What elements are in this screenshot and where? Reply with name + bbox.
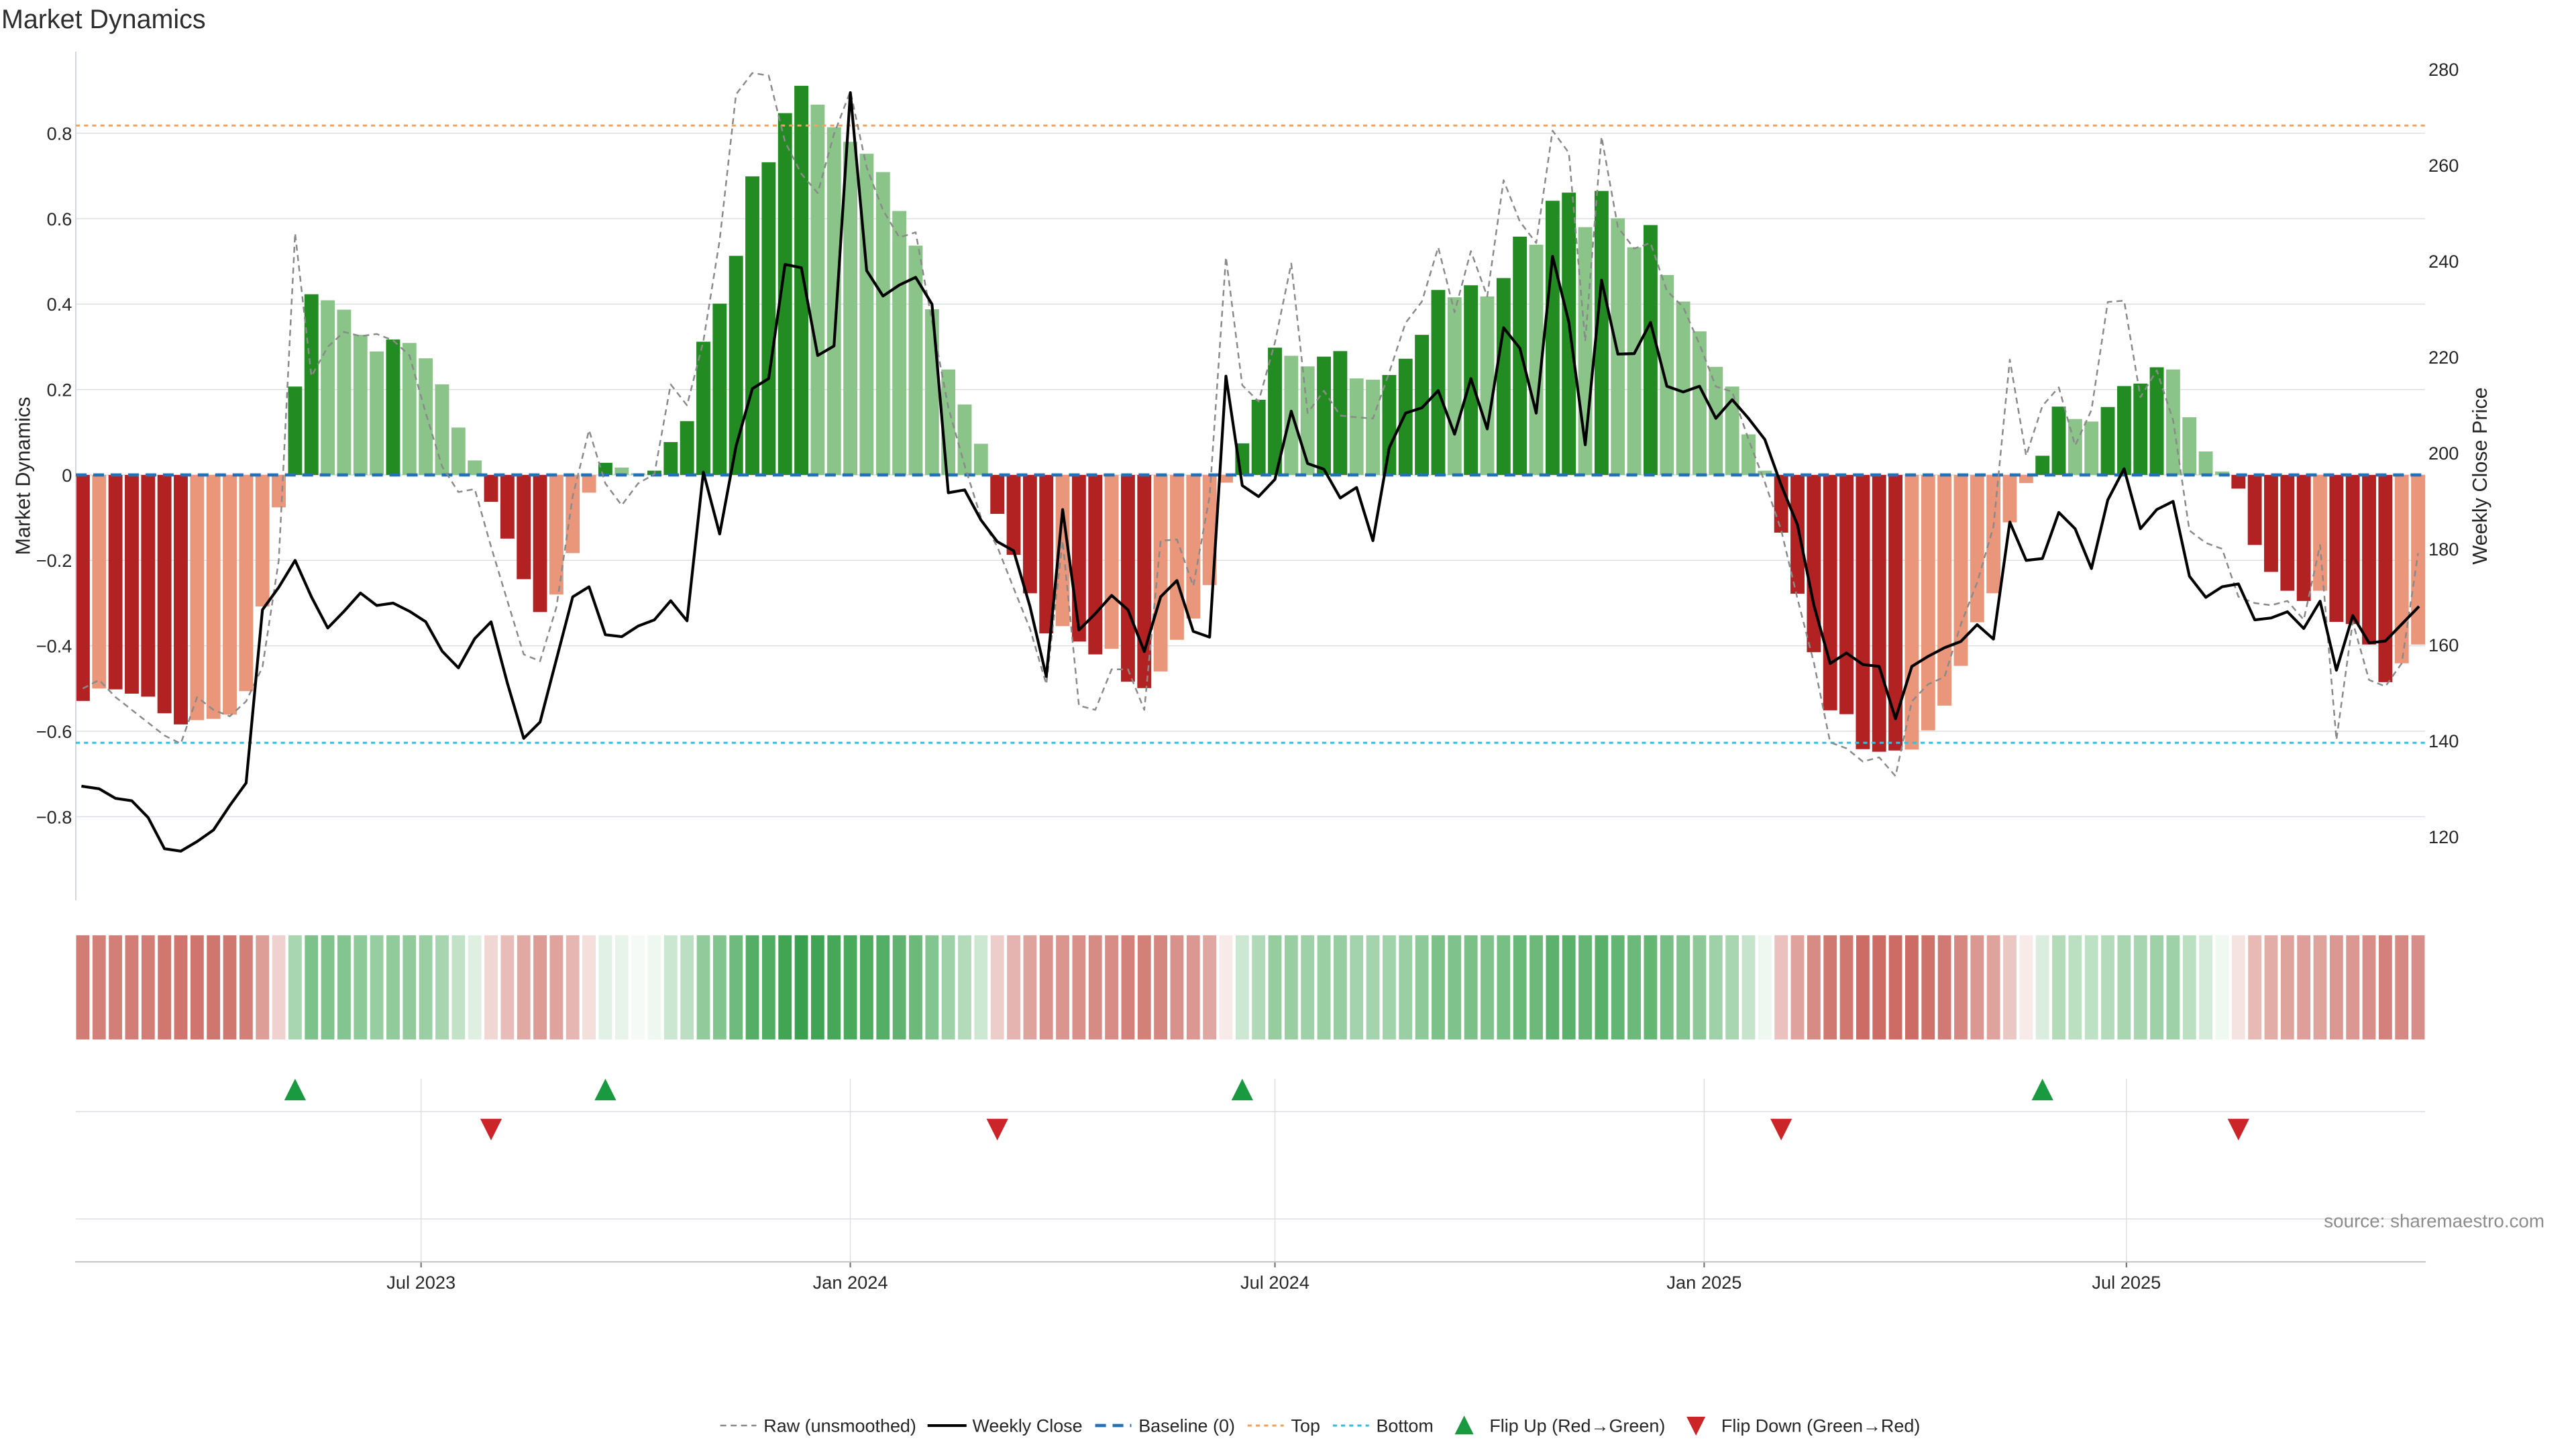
svg-text:Flip Down (Green→Red): Flip Down (Green→Red): [1721, 1415, 1920, 1436]
svg-text:Baseline (0): Baseline (0): [1138, 1415, 1235, 1436]
svg-text:160: 160: [2428, 635, 2459, 655]
svg-text:−0.8: −0.8: [36, 806, 72, 827]
svg-text:Weekly Close: Weekly Close: [972, 1415, 1082, 1436]
svg-text:Flip Up (Red→Green): Flip Up (Red→Green): [1489, 1415, 1665, 1436]
svg-text:Jan 2025: Jan 2025: [1666, 1272, 1741, 1293]
svg-text:Market Dynamics: Market Dynamics: [1, 5, 206, 34]
svg-text:−0.6: −0.6: [36, 721, 72, 742]
svg-text:Top: Top: [1291, 1415, 1320, 1436]
svg-text:140: 140: [2428, 731, 2459, 751]
svg-text:Jul 2025: Jul 2025: [2092, 1272, 2161, 1293]
svg-text:source: sharemaestro.com: source: sharemaestro.com: [2324, 1211, 2544, 1232]
svg-text:Jan 2024: Jan 2024: [813, 1272, 888, 1293]
svg-text:Weekly Close Price: Weekly Close Price: [2469, 387, 2491, 564]
svg-text:−0.2: −0.2: [36, 550, 72, 571]
svg-text:200: 200: [2428, 443, 2459, 464]
svg-text:0.6: 0.6: [47, 209, 72, 229]
svg-text:Raw (unsmoothed): Raw (unsmoothed): [763, 1415, 916, 1436]
svg-text:Bottom: Bottom: [1376, 1415, 1433, 1436]
svg-text:−0.4: −0.4: [36, 636, 72, 657]
svg-text:280: 280: [2428, 59, 2459, 80]
svg-text:180: 180: [2428, 539, 2459, 559]
svg-text:220: 220: [2428, 347, 2459, 368]
svg-text:0.8: 0.8: [47, 123, 72, 144]
svg-text:120: 120: [2428, 826, 2459, 847]
svg-text:0.2: 0.2: [47, 380, 72, 400]
svg-text:240: 240: [2428, 251, 2459, 272]
svg-text:Jul 2023: Jul 2023: [386, 1272, 455, 1293]
svg-text:0: 0: [62, 465, 72, 486]
svg-text:Market Dynamics: Market Dynamics: [12, 397, 35, 555]
svg-text:260: 260: [2428, 155, 2459, 176]
svg-text:Jul 2024: Jul 2024: [1240, 1272, 1309, 1293]
svg-text:0.4: 0.4: [47, 294, 72, 315]
